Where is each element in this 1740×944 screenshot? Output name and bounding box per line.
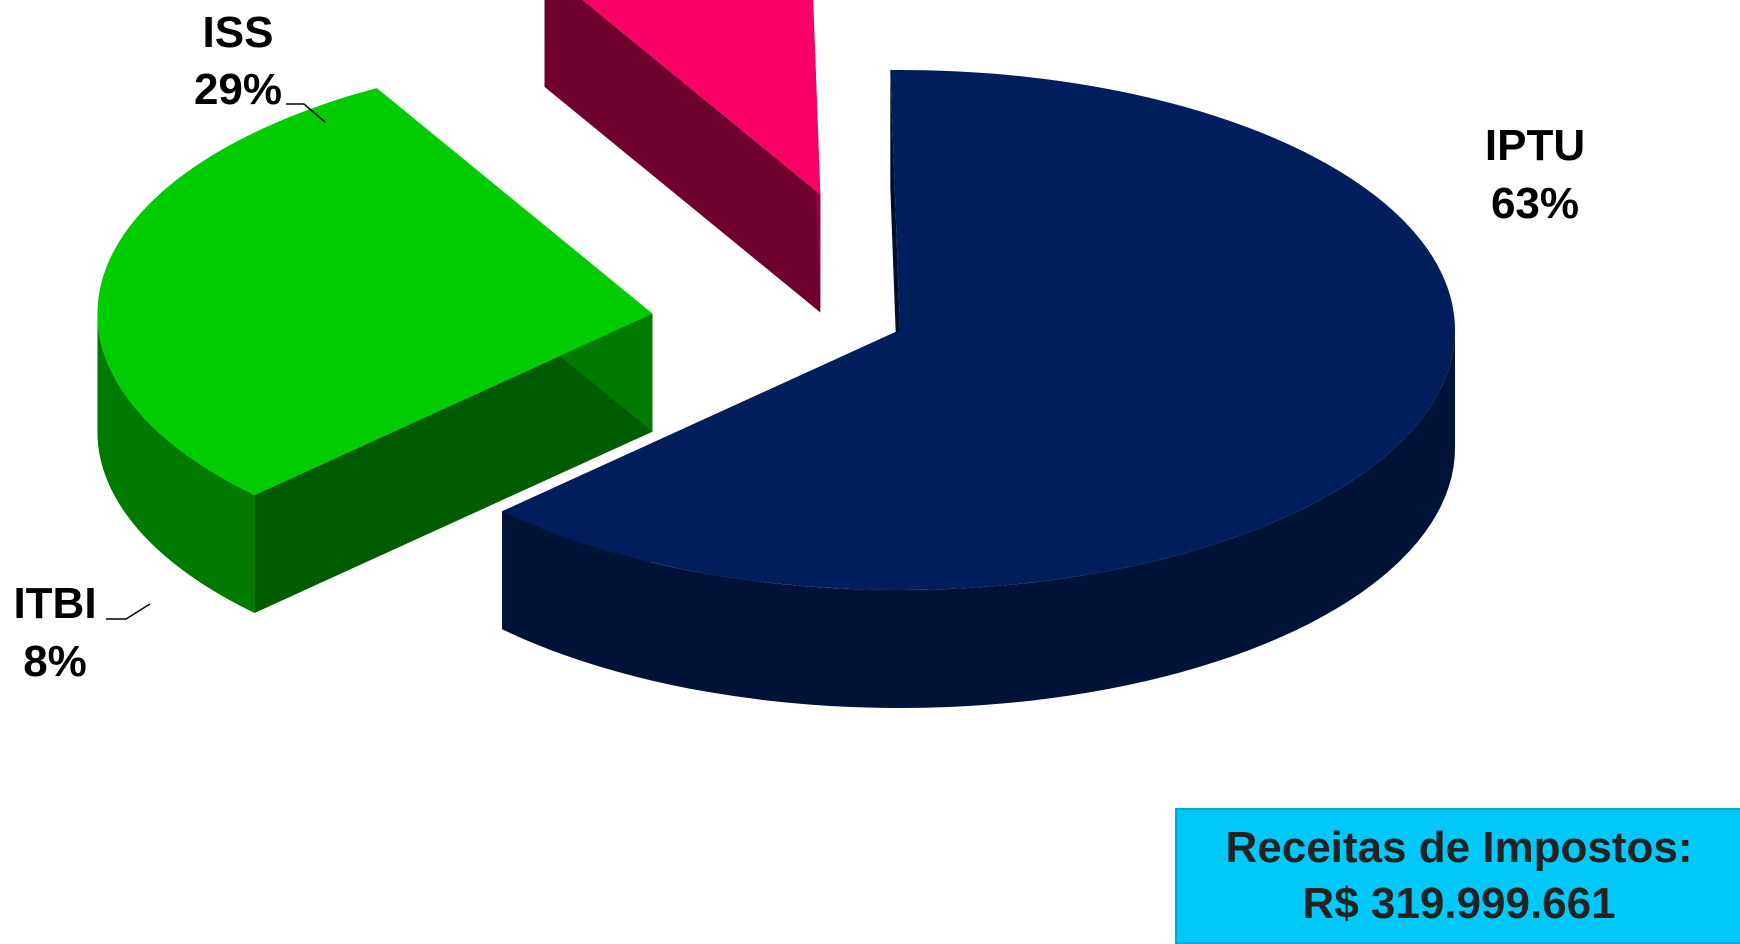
slices-layer <box>97 0 1455 708</box>
leader-line-iss <box>286 103 326 123</box>
labels-layer: IPTU 63% ISS 29% ITBI 8% <box>13 8 1585 686</box>
pie-slice-iptu <box>502 70 1455 708</box>
slice-top-face <box>97 88 653 495</box>
total-revenue-value: R$ 319.999.661 <box>1302 879 1616 928</box>
slice-cut-face <box>254 313 653 613</box>
leader-line-itbi <box>106 603 151 620</box>
slice-label-iptu: IPTU <box>1485 121 1585 170</box>
slice-outer-wall <box>97 313 255 613</box>
pie-slice-iss <box>97 88 653 613</box>
slice-label-iss: ISS <box>203 8 274 57</box>
slice-percent-itbi: 8% <box>23 637 87 686</box>
slice-top-face <box>502 70 1455 590</box>
slice-percent-iptu: 63% <box>1491 179 1579 228</box>
slice-label-itbi: ITBI <box>13 579 96 628</box>
slice-top-face <box>582 0 821 195</box>
total-revenue-title: Receitas de Impostos: <box>1225 823 1693 872</box>
total-revenue-box: Receitas de Impostos: R$ 319.999.661 <box>1175 808 1740 944</box>
slice-outer-wall <box>502 330 1455 708</box>
slice-cut-face <box>544 0 821 313</box>
slice-percent-iss: 29% <box>194 65 282 114</box>
pie-slice-itbi <box>544 0 821 313</box>
